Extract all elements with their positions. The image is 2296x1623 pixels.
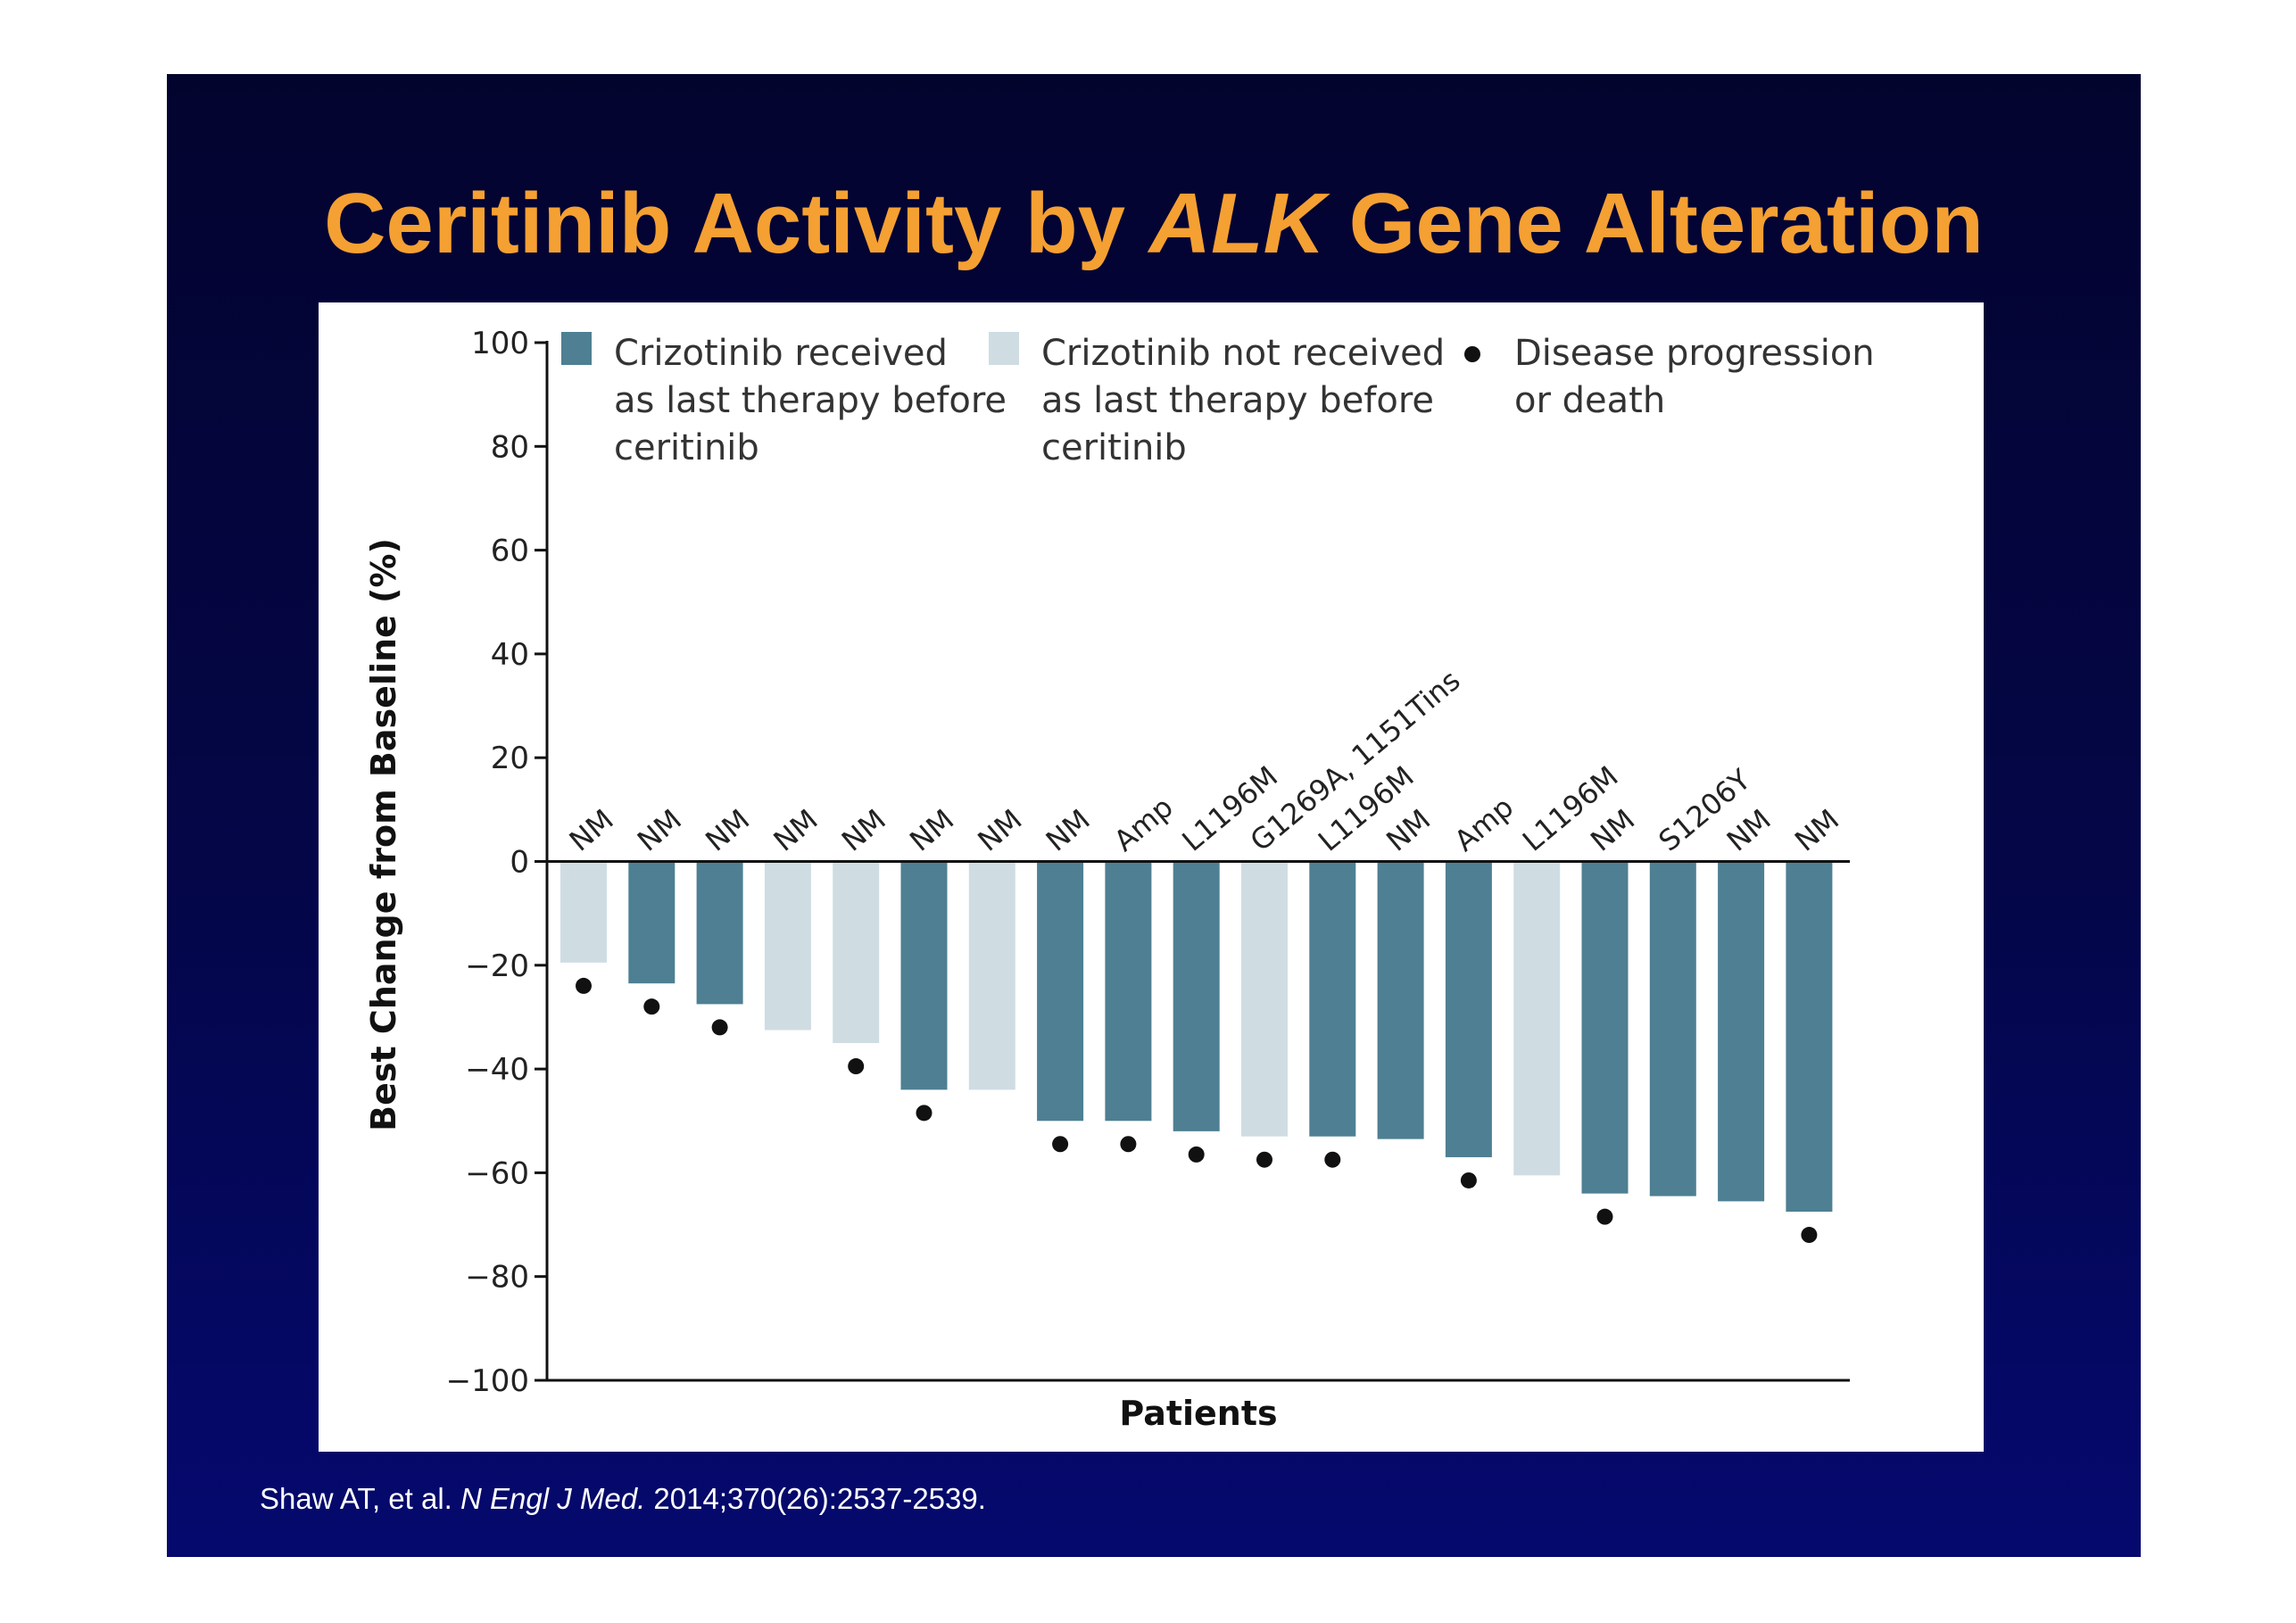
bar-12 <box>1309 863 1356 1137</box>
citation-journal: N Engl J Med. <box>460 1482 646 1515</box>
legend-text: as last therapy before <box>614 380 1007 421</box>
progression-dot-14 <box>1460 1172 1477 1188</box>
bar-label-9: Amp <box>1107 790 1180 857</box>
bar-9 <box>1105 863 1152 1122</box>
bar-label-8: NM <box>1040 802 1097 857</box>
citation: Shaw AT, et al. N Engl J Med. 2014;370(2… <box>260 1481 986 1517</box>
legend-text: or death <box>1514 380 1665 421</box>
bar-1 <box>560 863 607 963</box>
legend-marker-crizotinib-not-received <box>989 332 1019 365</box>
y-tick-label: 80 <box>491 429 529 465</box>
y-tick-label: 100 <box>471 326 529 361</box>
bar-16 <box>1581 863 1629 1194</box>
bar-4 <box>764 863 811 1031</box>
citation-details: 2014;370(26):2537-2539. <box>645 1482 986 1515</box>
progression-dot-8 <box>1052 1136 1069 1153</box>
x-axis-title: Patients <box>1119 1394 1277 1433</box>
legend-marker-progression <box>1464 346 1480 362</box>
y-tick-label: −60 <box>465 1155 529 1191</box>
slide-title-part1: Ceritinib Activity by <box>324 176 1149 271</box>
progression-dot-12 <box>1324 1151 1341 1168</box>
progression-dot-16 <box>1596 1208 1613 1225</box>
bar-label-19: NM <box>1788 802 1845 857</box>
bar-15 <box>1513 863 1561 1176</box>
legend-text: Crizotinib not received <box>1041 333 1445 374</box>
bar-7 <box>968 863 1015 1090</box>
bar-label-14: Amp <box>1448 790 1521 857</box>
progression-dot-19 <box>1801 1227 1818 1244</box>
progression-dot-6 <box>916 1105 932 1122</box>
legend-text: as last therapy before <box>1041 380 1434 421</box>
slide-title-gene: ALK <box>1148 176 1325 271</box>
y-tick-label: −40 <box>465 1052 529 1088</box>
legend-text: Crizotinib received <box>614 333 948 374</box>
citation-authors: Shaw AT, et al. <box>260 1482 461 1515</box>
legend-text: ceritinib <box>1041 427 1187 468</box>
bar-2 <box>628 863 676 984</box>
bar-6 <box>900 863 948 1090</box>
bar-label-1: NM <box>563 802 620 857</box>
bar-label-3: NM <box>699 802 756 857</box>
bar-label-6: NM <box>903 802 960 857</box>
y-axis-title: Best Change from Baseline (%) <box>364 538 403 1131</box>
bar-label-7: NM <box>972 802 1029 857</box>
y-tick-label: 0 <box>510 845 529 881</box>
progression-dot-10 <box>1188 1146 1205 1163</box>
progression-dot-1 <box>576 977 592 994</box>
chart-panel: 100 80 60 40 20 0 −20 −40 −60 −80 −100 Best Change … <box>319 302 1984 1452</box>
y-tick-label: 40 <box>491 637 529 673</box>
progression-dot-3 <box>711 1019 728 1036</box>
y-tick-label: −100 <box>446 1363 529 1399</box>
legend-text: Disease progression <box>1514 333 1875 374</box>
legend-marker-crizotinib-received <box>561 332 592 365</box>
waterfall-chart: 100 80 60 40 20 0 −20 −40 −60 −80 −100 Best Change … <box>364 326 1875 1433</box>
progression-dot-9 <box>1120 1136 1137 1153</box>
bar-17 <box>1649 863 1696 1197</box>
bar-19 <box>1786 863 1833 1213</box>
progression-dot-5 <box>848 1058 865 1075</box>
bar-8 <box>1037 863 1084 1122</box>
y-tick-label: 60 <box>491 534 529 569</box>
bar-5 <box>833 863 880 1044</box>
progression-dot-2 <box>643 998 660 1015</box>
bar-label-5: NM <box>835 802 892 857</box>
legend-text: ceritinib <box>614 427 759 468</box>
bar-label-2: NM <box>631 802 688 857</box>
y-axis-title-part1: Best Change from <box>364 777 403 1131</box>
y-axis-title-part2: (%) <box>364 538 403 615</box>
slide-title: Ceritinib Activity by ALK Gene Alteratio… <box>167 170 2141 277</box>
y-tick-label: −80 <box>465 1260 529 1296</box>
bar-label-4: NM <box>767 802 825 857</box>
y-tick-label: −20 <box>465 948 529 984</box>
bar-13 <box>1377 863 1424 1139</box>
y-tick-label: 20 <box>491 741 529 776</box>
slide-title-part2: Gene Alteration <box>1325 176 1984 271</box>
bar-10 <box>1173 863 1220 1131</box>
bar-18 <box>1718 863 1765 1202</box>
y-axis-title-bold: Baseline <box>364 615 403 777</box>
bar-3 <box>696 863 743 1005</box>
progression-dot-11 <box>1256 1151 1272 1168</box>
slide-background: Ceritinib Activity by ALK Gene Alteratio… <box>167 74 2141 1557</box>
bar-11 <box>1241 863 1288 1137</box>
bar-14 <box>1445 863 1492 1157</box>
